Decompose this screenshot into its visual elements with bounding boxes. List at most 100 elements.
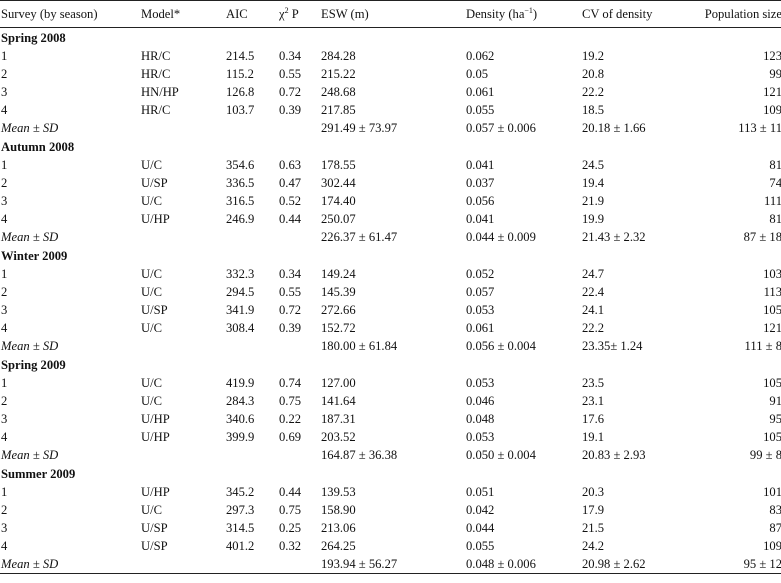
esw-cell: 174.40 <box>321 194 356 208</box>
esw-cell: 272.66 <box>321 303 356 317</box>
esw-cell: 215.22 <box>321 67 356 81</box>
header-density: Density (ha−1) <box>466 1 582 28</box>
population-cell: 105 <box>763 303 781 317</box>
survey-cell: 4 <box>1 430 8 444</box>
empty-cell <box>279 119 321 137</box>
mean-cv: 21.43 ± 2.32 <box>582 230 646 244</box>
cv-cell: 22.4 <box>582 285 605 299</box>
model-cell: U/SP <box>141 539 168 553</box>
esw-cell: 139.53 <box>321 485 356 499</box>
header-chi-p: χ2 P <box>279 1 321 28</box>
chi-p-cell: 0.52 <box>279 194 302 208</box>
table-row: 2 U/C 284.3 0.75 141.64 0.046 23.1 91 <box>0 392 781 410</box>
model-cell: HR/C <box>141 67 171 81</box>
empty-cell <box>141 446 226 464</box>
chi-p-cell: 0.55 <box>279 67 302 81</box>
population-cell: 111 <box>764 194 781 208</box>
header-aic: AIC <box>226 7 248 21</box>
model-cell: U/C <box>141 267 162 281</box>
table-row: 3 U/C 316.5 0.52 174.40 0.056 21.9 111 <box>0 192 781 210</box>
mean-cv: 20.18 ± 1.66 <box>582 121 646 135</box>
density-cell: 0.037 <box>466 176 495 190</box>
survey-cell: 1 <box>1 485 8 499</box>
table-row: 1 HR/C 214.5 0.34 284.28 0.062 19.2 123 <box>0 47 781 65</box>
density-cell: 0.042 <box>466 503 495 517</box>
survey-cell: 1 <box>1 376 8 390</box>
aic-cell: 284.3 <box>226 394 255 408</box>
aic-cell: 246.9 <box>226 212 255 226</box>
density-cell: 0.062 <box>466 49 495 63</box>
season-heading-row: Autumn 2008 <box>0 137 781 156</box>
population-cell: 83 <box>769 503 781 517</box>
empty-cell <box>141 337 226 355</box>
cv-cell: 18.5 <box>582 103 605 117</box>
mean-label: Mean ± SD <box>1 448 59 462</box>
chi-p-cell: 0.44 <box>279 485 302 499</box>
population-cell: 81 <box>769 212 781 226</box>
aic-cell: 419.9 <box>226 376 255 390</box>
mean-esw: 180.00 ± 61.84 <box>321 339 398 353</box>
model-cell: U/C <box>141 285 162 299</box>
empty-cell <box>226 228 279 246</box>
mean-sd-row: Mean ± SD 291.49 ± 73.97 0.057 ± 0.006 20.1… <box>0 119 781 137</box>
density-cell: 0.053 <box>466 376 495 390</box>
header-density-post: ) <box>532 7 538 21</box>
population-cell: 109 <box>763 103 781 117</box>
survey-cell: 3 <box>1 85 8 99</box>
population-cell: 101 <box>763 485 781 499</box>
survey-cell: 2 <box>1 285 8 299</box>
table-row: 2 U/C 297.3 0.75 158.90 0.042 17.9 83 <box>0 501 781 519</box>
chi-p-cell: 0.55 <box>279 285 302 299</box>
header-density-pre: Density (ha <box>466 7 525 21</box>
table-row: 3 U/SP 314.5 0.25 213.06 0.044 21.5 87 <box>0 519 781 537</box>
mean-sd-row: Mean ± SD 180.00 ± 61.84 0.056 ± 0.004 23.3… <box>0 337 781 355</box>
table-row: 1 U/C 354.6 0.63 178.55 0.041 24.5 81 <box>0 156 781 174</box>
mean-population: 113 ± 11 <box>738 121 781 135</box>
season-group: Spring 2008 1 HR/C 214.5 0.34 284.28 0.062 19.2… <box>0 28 781 138</box>
table-row: 2 HR/C 115.2 0.55 215.22 0.05 20.8 99 <box>0 65 781 83</box>
aic-cell: 332.3 <box>226 267 255 281</box>
model-cell: U/C <box>141 376 162 390</box>
cv-cell: 24.2 <box>582 539 605 553</box>
aic-cell: 345.2 <box>226 485 255 499</box>
header-chi-sup: 2 <box>284 6 289 15</box>
cv-cell: 24.1 <box>582 303 605 317</box>
model-cell: U/HP <box>141 412 170 426</box>
header-model: Model* <box>141 7 181 21</box>
season-heading-row: Spring 2008 <box>0 28 781 48</box>
cv-cell: 21.9 <box>582 194 605 208</box>
esw-cell: 250.07 <box>321 212 356 226</box>
season-heading: Spring 2008 <box>1 31 66 45</box>
mean-label: Mean ± SD <box>1 557 59 571</box>
esw-cell: 127.00 <box>321 376 356 390</box>
survey-cell: 1 <box>1 49 8 63</box>
aic-cell: 103.7 <box>226 103 255 117</box>
table-row: 4 HR/C 103.7 0.39 217.85 0.055 18.5 109 <box>0 101 781 119</box>
esw-cell: 141.64 <box>321 394 356 408</box>
header-chi-symbol: χ <box>279 7 285 21</box>
cv-cell: 19.1 <box>582 430 605 444</box>
esw-cell: 178.55 <box>321 158 356 172</box>
model-cell: U/C <box>141 321 162 335</box>
aic-cell: 354.6 <box>226 158 255 172</box>
empty-cell <box>279 446 321 464</box>
mean-sd-row: Mean ± SD 226.37 ± 61.47 0.044 ± 0.009 21.4… <box>0 228 781 246</box>
cv-cell: 21.5 <box>582 521 605 535</box>
survey-cell: 3 <box>1 194 8 208</box>
population-cell: 81 <box>769 158 781 172</box>
population-cell: 113 <box>763 285 781 299</box>
cv-cell: 19.4 <box>582 176 605 190</box>
density-cell: 0.05 <box>466 67 489 81</box>
mean-label: Mean ± SD <box>1 230 59 244</box>
population-cell: 105 <box>763 376 781 390</box>
chi-p-cell: 0.25 <box>279 521 302 535</box>
model-cell: U/C <box>141 158 162 172</box>
empty-cell <box>279 555 321 574</box>
mean-cv: 23.35± 1.24 <box>582 339 643 353</box>
density-cell: 0.061 <box>466 85 495 99</box>
model-cell: U/C <box>141 194 162 208</box>
header-population: Population size <box>704 7 781 21</box>
esw-cell: 158.90 <box>321 503 356 517</box>
survey-cell: 3 <box>1 412 8 426</box>
population-cell: 109 <box>763 539 781 553</box>
